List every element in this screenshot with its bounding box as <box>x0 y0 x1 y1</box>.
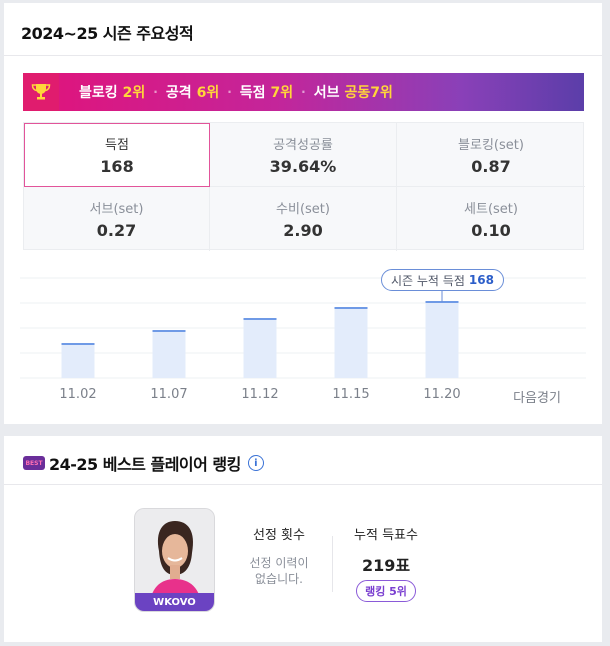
rank-separator: · <box>227 85 232 99</box>
player-photo-card[interactable]: WKOVO <box>134 508 215 612</box>
trophy-icon <box>23 73 59 111</box>
rank-value: 공동7위 <box>344 85 393 101</box>
rank-value: 7위 <box>270 85 294 101</box>
rank-label: 공격 <box>165 85 192 101</box>
selection-title: 선정 횟수 <box>253 528 305 543</box>
rank-list: 블로킹 2위 · 공격 6위 · 득점 7위 · 서브 공동7위 <box>79 82 393 102</box>
votes-title: 누적 득표수 <box>354 528 418 543</box>
title-divider <box>4 55 602 56</box>
tooltip-label: 시즌 누적 득점 <box>391 273 465 288</box>
votes-value: 219표 <box>361 556 411 575</box>
best-player-title: 24-25 베스트 플레이어 랭킹 <box>49 455 241 474</box>
stat-cell[interactable]: 공격성공률 39.64% <box>210 123 397 187</box>
season-stats-title: 2024~25 시즌 주요성적 <box>21 24 194 43</box>
x-tick-label: 11.15 <box>332 387 370 402</box>
points-bar-chart: 시즌 누적 득점 168 11.02 11.07 11.12 11.15 11.20 다음경… <box>20 265 586 415</box>
stat-cell[interactable]: 세트(set) 0.10 <box>397 187 585 251</box>
stats-grid: 득점 168 공격성공률 39.64% 블로킹(set) 0.87 서브(set) 0.27 수… <box>23 122 585 251</box>
player-name: WKOVO <box>135 593 214 611</box>
rank-value: 2위 <box>122 85 146 101</box>
stat-label: 공격성공률 <box>273 137 333 153</box>
selection-desc: 선정 이력이 없습니다. <box>244 555 314 587</box>
chart-tooltip: 시즌 누적 득점 168 <box>381 269 504 291</box>
stat-cell[interactable]: 수비(set) 2.90 <box>210 187 397 251</box>
best-logo-icon: BEST <box>23 456 45 470</box>
best-player-header: BEST 24-25 베스트 플레이어 랭킹 i <box>23 451 264 475</box>
votes-rank-badge: 랭킹 5위 <box>356 580 416 602</box>
rank-label: 블로킹 <box>79 85 118 101</box>
vertical-divider <box>332 536 333 592</box>
chart-bar <box>425 302 459 378</box>
stat-cell[interactable]: 서브(set) 0.27 <box>24 187 210 251</box>
x-tick-label: 11.12 <box>241 387 279 402</box>
chart-bar <box>243 319 277 378</box>
selection-desc-line1: 선정 이력이 <box>249 556 309 570</box>
stat-value: 0.87 <box>471 156 511 176</box>
selection-count: 선정 횟수 선정 이력이 없습니다. <box>244 524 314 587</box>
stat-label: 서브(set) <box>89 202 144 217</box>
best-player-card: BEST 24-25 베스트 플레이어 랭킹 i WKOVO 선정 횟수 선정 … <box>4 436 602 642</box>
stat-value: 168 <box>100 157 134 176</box>
stat-label: 득점 <box>105 138 129 153</box>
chart-bar <box>61 344 95 378</box>
selection-desc-line2: 없습니다. <box>255 572 303 586</box>
stat-cell[interactable]: 블로킹(set) 0.87 <box>397 123 585 187</box>
tooltip-value: 168 <box>468 273 494 287</box>
chart-svg <box>20 277 586 379</box>
accumulated-votes: 누적 득표수 219표 랭킹 5위 <box>349 524 423 602</box>
rank-separator: · <box>301 85 306 99</box>
x-tick-label[interactable]: 다음경기 <box>513 391 561 406</box>
x-tick-label: 11.20 <box>423 387 461 402</box>
stat-label: 블로킹(set) <box>458 137 524 153</box>
stat-label: 세트(set) <box>464 202 518 217</box>
x-tick-label: 11.07 <box>150 387 188 402</box>
rank-banner: 블로킹 2위 · 공격 6위 · 득점 7위 · 서브 공동7위 <box>23 73 584 111</box>
rank-label: 득점 <box>239 85 266 101</box>
chart-bar <box>152 331 186 378</box>
stat-value: 2.90 <box>283 221 323 240</box>
info-icon[interactable]: i <box>247 455 264 471</box>
season-stats-card: 2024~25 시즌 주요성적 블로킹 2위 · 공격 6위 · 득점 7위 · 서브 공동7위 득… <box>4 3 602 424</box>
stat-value: 0.10 <box>471 221 511 240</box>
x-tick-label: 11.02 <box>59 387 97 402</box>
stat-label: 수비(set) <box>276 202 330 217</box>
chart-bar <box>334 308 368 378</box>
rank-value: 6위 <box>196 85 220 101</box>
stat-value: 0.27 <box>96 221 137 240</box>
stat-value: 39.64% <box>269 156 337 176</box>
best-player-divider <box>4 484 602 485</box>
rank-label: 서브 <box>313 85 340 101</box>
rank-separator: · <box>153 85 158 99</box>
stat-cell[interactable]: 득점 168 <box>24 123 210 187</box>
